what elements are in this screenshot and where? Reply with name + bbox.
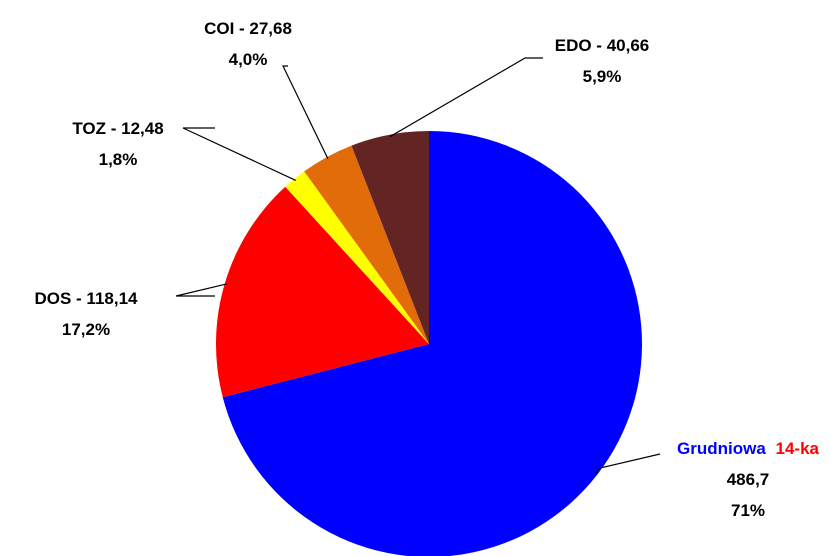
label-edo-name: EDO - 40,66 (555, 36, 650, 55)
leader-line-coi (282, 65, 329, 160)
label-edo: EDO - 40,66 5,9% (555, 36, 650, 86)
leader-line-toz (182, 127, 297, 181)
label-dos-percent: 17,2% (62, 320, 110, 339)
label-grudniowa-percent: 71% (731, 501, 765, 520)
pie-slices (215, 131, 642, 556)
pie-slice-grudniowa (222, 131, 642, 556)
leader-lines (175, 57, 661, 474)
label-grudniowa-name: Grudniowa 14-ka (677, 439, 820, 458)
label-edo-percent: 5,9% (583, 67, 622, 86)
leader-line-edo (389, 57, 543, 138)
pie-slice-edo (351, 131, 429, 344)
label-grudniowa: Grudniowa 14-ka 486,7 71% (677, 439, 820, 520)
leader-line-dos (175, 283, 227, 297)
label-toz-percent: 1,8% (99, 150, 138, 169)
label-dos: DOS - 118,14 17,2% (34, 289, 138, 339)
label-dos-name: DOS - 118,14 (34, 289, 138, 308)
pie-slice-dos (215, 186, 429, 398)
pie-slice-coi (304, 145, 429, 344)
label-toz-name: TOZ - 12,48 (72, 119, 163, 138)
label-coi: COI - 27,68 4,0% (204, 19, 292, 69)
pie-slice-toz (285, 171, 429, 344)
label-grudniowa-name-part2: 14-ka (776, 439, 820, 458)
label-coi-name: COI - 27,68 (204, 19, 292, 38)
label-grudniowa-value: 486,7 (727, 470, 770, 489)
leader-line-grudniowa (595, 453, 661, 474)
label-coi-percent: 4,0% (229, 50, 268, 69)
label-toz: TOZ - 12,48 1,8% (72, 119, 163, 169)
label-grudniowa-name-part1: Grudniowa (677, 439, 766, 458)
